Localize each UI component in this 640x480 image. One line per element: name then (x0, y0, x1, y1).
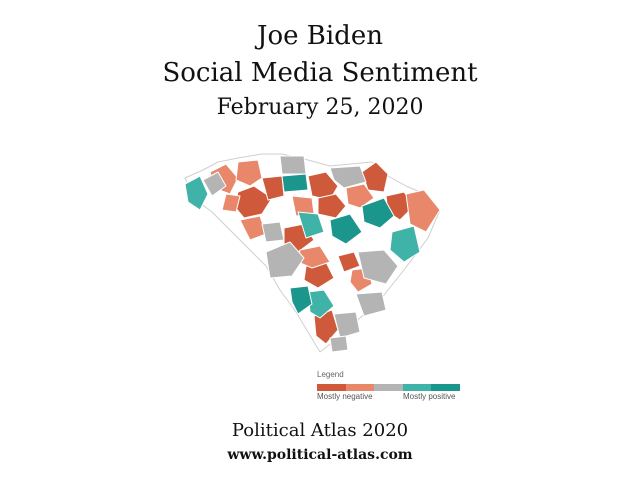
county-mostly-negative (307, 171, 339, 201)
county-neutral (333, 311, 361, 339)
footer-brand: Political Atlas 2020 (231, 420, 409, 441)
county-neutral (261, 221, 285, 243)
county-positive (184, 175, 209, 211)
title-date: February 25, 2020 (216, 95, 424, 120)
title-candidate: Joe Biden (257, 21, 383, 51)
county-mostly-negative (261, 175, 285, 201)
county-neutral (202, 171, 227, 197)
legend-swatch-mostly-negative (317, 384, 346, 391)
legend-swatch-negative (345, 384, 375, 391)
county-neutral (355, 291, 387, 317)
county-negative (405, 189, 441, 233)
footer: Political Atlas 2020 www.political-atlas… (0, 418, 640, 466)
legend-low-label: Mostly negative (317, 392, 373, 401)
county-neutral (279, 155, 307, 175)
county-positive (389, 225, 421, 263)
county-negative (221, 193, 241, 213)
county-mostly-positive (281, 173, 309, 193)
county-neutral (329, 165, 367, 189)
legend-high-label: Mostly positive (403, 392, 456, 401)
county-positive (297, 211, 325, 239)
title-block: Joe Biden Social Media Sentiment Februar… (0, 18, 640, 124)
county-mostly-positive (289, 285, 313, 315)
legend-swatch-neutral (374, 384, 403, 391)
county-positive (307, 289, 335, 319)
county-mostly-positive (329, 213, 363, 245)
county-mostly-positive (361, 197, 395, 229)
county-neutral (265, 241, 305, 279)
county-mostly-negative (317, 193, 347, 219)
legend-title: Legend (317, 370, 344, 379)
footer-url: www.political-atlas.com (227, 447, 413, 463)
county-neutral (357, 249, 399, 285)
legend-color-bar (317, 384, 460, 391)
legend-swatch-positive (402, 384, 432, 391)
county-mostly-negative (361, 161, 389, 193)
county-negative (345, 183, 375, 209)
legend-swatch-mostly-positive (431, 384, 460, 391)
county-neutral (329, 335, 349, 353)
title-subject: Social Media Sentiment (162, 58, 478, 88)
county-mostly-negative (337, 251, 361, 273)
county-negative (235, 159, 263, 187)
county-mostly-negative (313, 309, 339, 345)
